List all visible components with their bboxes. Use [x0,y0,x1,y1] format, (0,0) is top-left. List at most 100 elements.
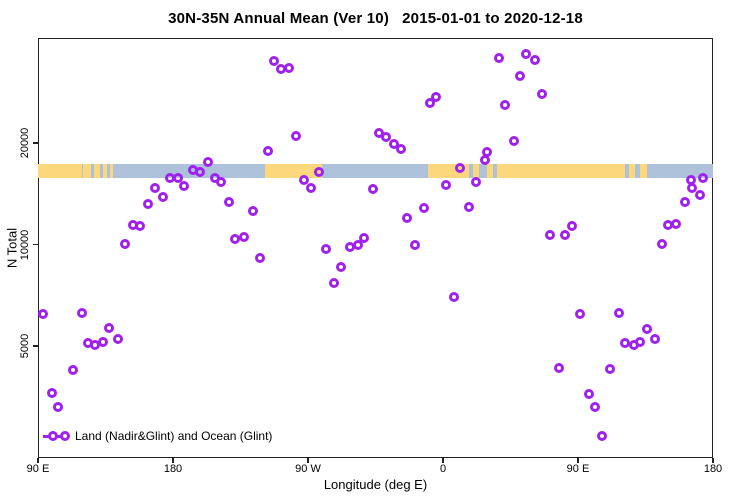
data-point [480,154,490,165]
legend-label: Land (Nadir&Glint) and Ocean (Glint) [75,429,273,443]
data-point [537,88,547,99]
data-point [418,203,429,213]
data-point [574,309,585,320]
data-point [223,197,234,208]
data-point [172,172,183,183]
data-point [402,213,412,224]
y-tick-mark [33,345,38,347]
x-tick-mark [577,458,579,463]
land-segment [110,163,113,178]
land-segment [102,163,107,178]
x-tick-label: 90 E [26,463,50,475]
x-tick-label: 180 [163,463,183,475]
data-point [216,177,226,188]
data-point [441,179,451,190]
x-tick-label: 180 [703,463,723,475]
data-point [238,231,249,242]
x-tick-label: 0 [439,463,447,475]
land-segment [473,163,479,178]
data-point [642,323,652,334]
data-point [649,333,660,344]
x-tick-mark [712,458,714,463]
data-point [157,192,168,203]
data-point [687,182,697,193]
data-point [670,218,681,229]
chart-title: 30N-35N Annual Mean (Ver 10) 2015-01-01 … [168,10,583,27]
data-point [613,307,624,318]
data-point [202,156,213,167]
land-segment [629,163,635,178]
data-point [97,336,108,347]
data-point [178,181,189,191]
data-point [463,201,474,212]
data-point [313,166,324,177]
data-point [46,387,57,398]
data-point [597,430,607,441]
data-point [262,146,273,157]
data-point [396,144,406,155]
data-point [195,166,205,177]
legend-open-circle-icon [60,431,70,441]
data-point [352,239,363,250]
data-point [604,364,615,375]
data-point [409,239,420,250]
land-segment [93,163,100,178]
x-tick-label: 90 W [295,463,321,475]
land-segment [639,163,647,178]
data-point [619,337,630,348]
data-point [229,234,240,245]
y-axis-label: N Total [4,227,20,269]
data-point [514,70,525,81]
data-point [135,220,145,231]
y-tick-label: 10000 [19,229,31,260]
data-point [268,56,279,67]
data-point [583,389,594,400]
data-point [544,230,555,240]
data-point [448,291,459,302]
data-point [424,98,435,108]
data-point [634,336,645,347]
x-tick-mark [37,458,39,463]
y-tick-mark [33,142,38,144]
data-point [76,307,87,318]
data-point [321,243,331,254]
x-tick-label: 90 E [566,463,590,475]
data-point [358,233,369,244]
data-point [381,131,391,142]
land-segment [497,163,625,178]
y-tick-mark [33,243,38,246]
data-point [328,277,339,288]
data-point [567,220,577,231]
data-point [283,62,294,73]
data-point [559,230,570,240]
data-point [336,261,346,272]
data-point [112,333,123,344]
data-point [103,322,114,333]
data-point [255,252,265,263]
land-segment [38,163,82,178]
data-point [291,130,301,141]
x-tick-mark [442,458,444,463]
data-point [367,183,378,194]
data-point [388,139,399,150]
data-point [247,206,258,216]
data-point [679,197,690,208]
data-point [493,53,504,64]
data-point [298,175,309,186]
data-point [120,239,130,250]
y-tick-label: 20000 [19,127,31,159]
data-point [499,99,510,110]
data-point [508,136,519,147]
data-point [306,182,316,193]
land-segment [486,163,493,178]
data-point [150,182,160,193]
plot-area [38,38,713,458]
data-point [471,177,481,188]
x-axis-label: Longitude (deg E) [323,477,428,492]
legend-open-circle-icon [48,431,58,441]
data-point [589,401,600,412]
